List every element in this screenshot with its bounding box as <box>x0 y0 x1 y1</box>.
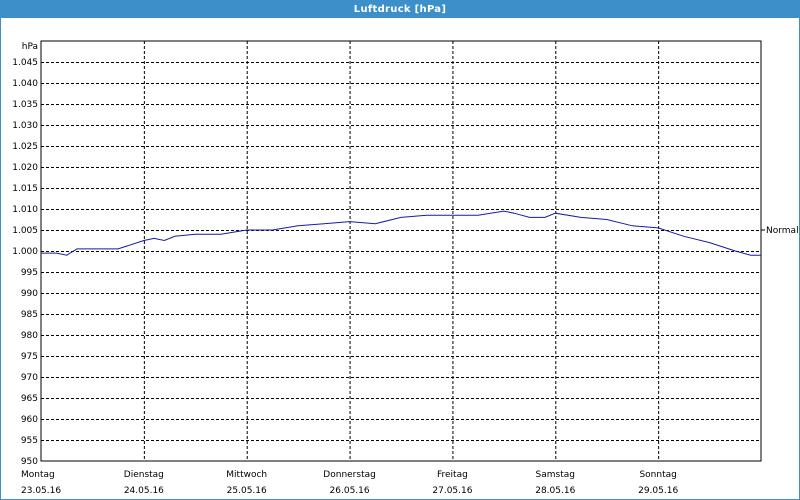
x-tick-date-label: 29.05.16 <box>638 486 678 496</box>
y-tick-label: 995 <box>21 268 38 278</box>
x-tick-day-label: Samstag <box>536 470 575 480</box>
y-tick-label: 1.005 <box>12 226 38 236</box>
y-tick-label: 955 <box>21 436 38 446</box>
x-tick-date-label: 28.05.16 <box>535 486 575 496</box>
y-tick-label: 975 <box>21 352 38 362</box>
series-line-luftdruck <box>41 210 761 256</box>
y-tick-label: 1.040 <box>12 79 38 89</box>
x-tick-date-label: 24.05.16 <box>124 486 164 496</box>
reference-label: Normal <box>766 226 799 236</box>
x-tick-date-label: 26.05.16 <box>330 486 370 496</box>
x-tick-date-label: 25.05.16 <box>227 486 267 496</box>
y-tick-label: 1.020 <box>12 163 38 173</box>
x-tick-day-label: Montag <box>21 470 55 480</box>
y-tick-label: 1.030 <box>12 121 38 131</box>
y-tick-label: 1.015 <box>12 184 38 194</box>
y-tick-label: 1.035 <box>12 100 38 110</box>
x-tick-day-label: Mittwoch <box>226 470 267 480</box>
y-tick-label: 1.010 <box>12 205 38 215</box>
x-tick-day-label: Dienstag <box>124 470 164 480</box>
y-tick-label: 1.045 <box>12 58 38 68</box>
y-tick-label: 950 <box>21 457 38 467</box>
x-tick-date-label: 23.05.16 <box>21 486 61 496</box>
y-tick-label: 990 <box>21 289 38 299</box>
x-tick-day-label: Freitag <box>437 470 468 480</box>
y-tick-label: 980 <box>21 331 38 341</box>
x-tick-date-label: 27.05.16 <box>432 486 472 496</box>
y-tick-label: 970 <box>21 373 38 383</box>
y-tick-label: 1.025 <box>12 142 38 152</box>
y-tick-label: 965 <box>21 394 38 404</box>
x-tick-day-label: Donnerstag <box>323 470 376 480</box>
chart-title: Luftdruck [hPa] <box>1 1 799 18</box>
y-tick-label: 1.000 <box>12 247 38 257</box>
y-axis-label: hPa <box>22 42 38 52</box>
x-tick-day-label: Sonntag <box>639 470 676 480</box>
y-tick-label: 960 <box>21 415 38 425</box>
y-tick-label: 985 <box>21 310 38 320</box>
